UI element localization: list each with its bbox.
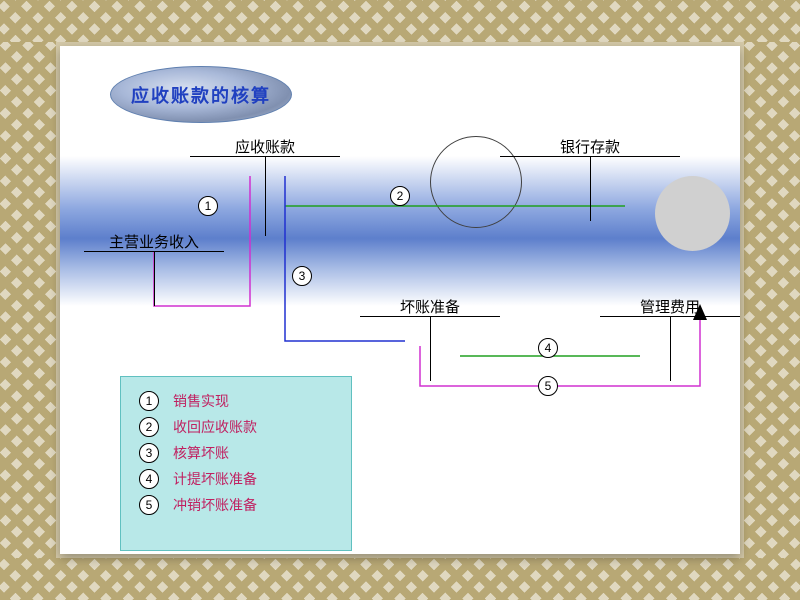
t-stem: [590, 156, 591, 221]
step-number-5: 5: [538, 376, 558, 396]
slide: 应收账款的核算 应收账款银行存款主营业务收入坏账准备管理费用 12345 1销售…: [60, 46, 740, 554]
legend-row-4: 4 计提坏账准备: [139, 469, 351, 489]
border-bottom: [0, 558, 800, 600]
border-right: [744, 0, 800, 600]
t-label-bad: 坏账准备: [360, 296, 500, 317]
t-label-mgmt: 管理费用: [600, 296, 740, 317]
arrow-up: [693, 304, 707, 320]
legend-text-1: 销售实现: [173, 391, 229, 411]
t-label-bank: 银行存款: [500, 136, 680, 157]
legend-num-4: 4: [139, 469, 159, 489]
legend-text-5: 冲销坏账准备: [173, 495, 257, 515]
border-left: [0, 0, 56, 600]
legend-num-1: 1: [139, 391, 159, 411]
legend-num-2: 2: [139, 417, 159, 437]
legend-row-5: 5 冲销坏账准备: [139, 495, 351, 515]
legend-row-3: 3 核算坏账: [139, 443, 351, 463]
border-top: [0, 0, 800, 42]
t-stem: [154, 251, 155, 306]
legend-num-5: 5: [139, 495, 159, 515]
legend-text-2: 收回应收账款: [173, 417, 257, 437]
t-label-ar: 应收账款: [190, 136, 340, 157]
t-account-mgmt: 管理费用: [600, 316, 740, 381]
title-text: 应收账款的核算: [131, 82, 271, 108]
legend-row-2: 2 收回应收账款: [139, 417, 351, 437]
legend-text-4: 计提坏账准备: [173, 469, 257, 489]
step-number-3: 3: [292, 266, 312, 286]
t-account-ar: 应收账款: [190, 156, 340, 236]
legend-box: 1 销售实现 2 收回应收账款 3 核算坏账 4 计提坏账准备 5 冲销坏账准备: [120, 376, 352, 551]
legend-num-3: 3: [139, 443, 159, 463]
t-account-rev: 主营业务收入: [84, 251, 224, 306]
step-number-4: 4: [538, 338, 558, 358]
t-stem: [430, 316, 431, 381]
legend-row-1: 1 销售实现: [139, 391, 351, 411]
t-account-bad: 坏账准备: [360, 316, 500, 381]
step-number-1: 1: [198, 196, 218, 216]
step-number-2: 2: [390, 186, 410, 206]
t-account-bank: 银行存款: [500, 156, 680, 221]
title-ellipse: 应收账款的核算: [110, 66, 292, 123]
t-stem: [670, 316, 671, 381]
t-stem: [265, 156, 266, 236]
legend-text-3: 核算坏账: [173, 443, 229, 463]
t-label-rev: 主营业务收入: [84, 231, 224, 252]
